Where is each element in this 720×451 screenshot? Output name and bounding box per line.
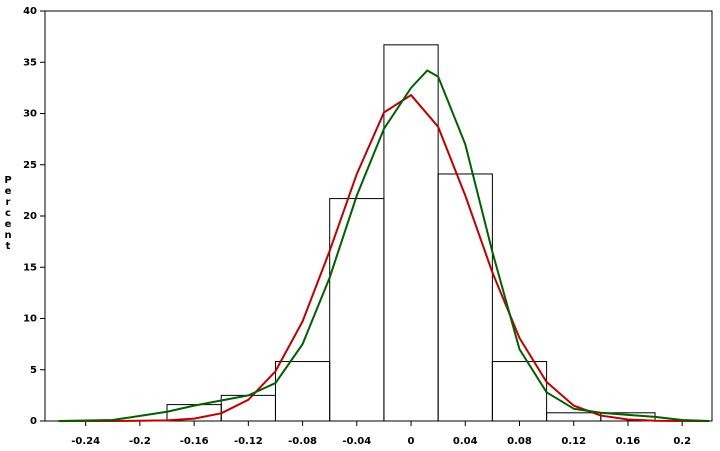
y-tick-label: 10 [23,314,37,325]
x-tick-label: -0.16 [180,436,209,447]
y-tick-label: 0 [30,416,37,427]
density-curve [58,94,710,422]
x-tick-label: -0.12 [234,436,263,447]
x-tick-label: -0.04 [342,436,371,447]
y-tick-label: 35 [23,57,37,68]
y-tick-label: 5 [30,365,37,376]
bar [383,44,439,422]
bar [437,173,493,422]
x-tick-label: 0.08 [507,436,532,447]
x-tick-label: 0 [408,436,415,447]
plot-frame [44,10,713,422]
bar [546,412,602,422]
y-tick-label: 25 [23,160,37,171]
x-tick-label: 0.16 [616,436,641,447]
bar [329,198,385,422]
y-tick-label: 40 [23,6,37,17]
x-tick-label: -0.24 [71,436,100,447]
y-tick-label: 15 [23,262,37,273]
density-curve [58,69,710,422]
y-tick-label: 30 [23,109,37,120]
x-tick-label: 0.04 [453,436,478,447]
x-tick-label: 0.2 [673,436,691,447]
x-tick-label: -0.2 [129,436,151,447]
x-tick-label: -0.08 [288,436,317,447]
y-tick-label: 20 [23,211,37,222]
x-tick-label: 0.12 [561,436,586,447]
